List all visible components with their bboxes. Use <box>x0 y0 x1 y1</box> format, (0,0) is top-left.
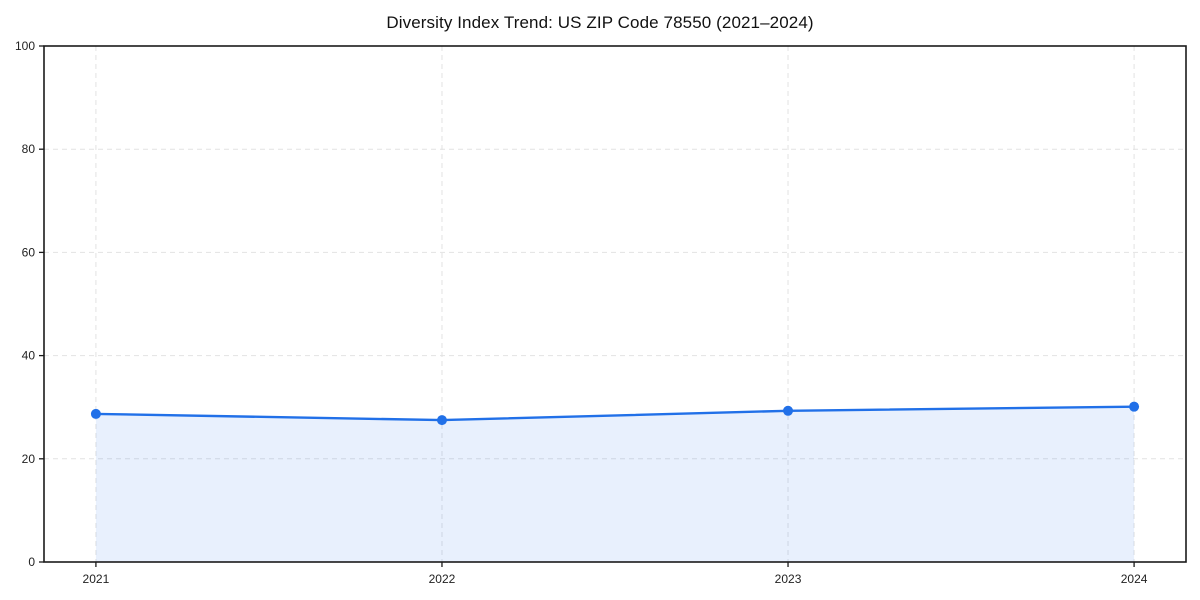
plot-border <box>43 45 1187 563</box>
y-tick-label: 0 <box>28 555 35 569</box>
y-tick-label: 20 <box>22 452 36 466</box>
trend-line <box>94 405 1136 422</box>
data-point-2022 <box>436 415 447 426</box>
data-point-2024 <box>1129 401 1140 412</box>
area-fill <box>95 406 1135 562</box>
x-tick-label: 2023 <box>775 572 802 586</box>
x-tick-label: 2024 <box>1121 572 1148 586</box>
data-point-2021 <box>90 408 101 419</box>
x-tick-label: 2022 <box>429 572 456 586</box>
y-tick-label: 60 <box>22 245 36 259</box>
y-tick-label: 40 <box>22 349 36 363</box>
chart-title: Diversity Index Trend: US ZIP Code 78550… <box>386 13 814 32</box>
y-tick-label: 100 <box>15 39 35 53</box>
x-tick-label: 2021 <box>83 572 110 586</box>
data-point-2023 <box>783 405 794 416</box>
y-tick-label: 80 <box>22 142 36 156</box>
